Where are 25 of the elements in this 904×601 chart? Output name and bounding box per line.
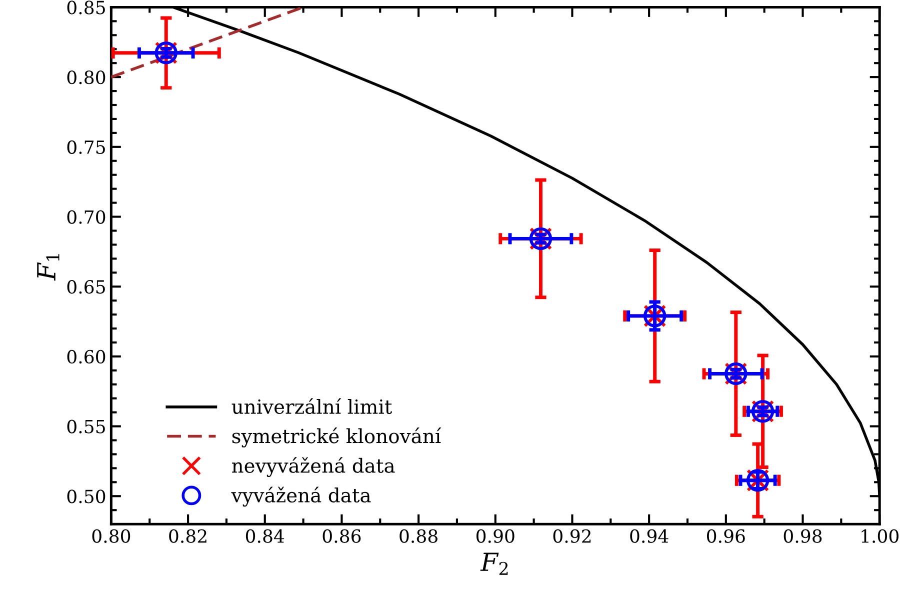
y-tick-label: 0.65 bbox=[67, 280, 105, 294]
y-tick-label: 0.50 bbox=[67, 490, 106, 504]
y-tick-label: 0.55 bbox=[67, 420, 105, 434]
x-tick-label: 1.00 bbox=[862, 529, 898, 543]
x-tick-label: 0.96 bbox=[707, 529, 745, 543]
x-tick-label: 0.88 bbox=[400, 529, 438, 543]
x-tick-label: 0.92 bbox=[553, 529, 591, 543]
x-tick-label: 0.90 bbox=[476, 529, 514, 543]
y-tick-label: 0.75 bbox=[67, 140, 105, 154]
y-axis-title: F$_{1}$ bbox=[37, 254, 60, 281]
legend-label: univerzální limit bbox=[232, 398, 392, 414]
x-tick-label: 0.82 bbox=[169, 529, 206, 543]
y-tick-label: 0.60 bbox=[67, 350, 106, 364]
legend-label: nevyvážená data bbox=[232, 457, 395, 477]
x-axis-title: F$_{2}$ bbox=[480, 552, 508, 575]
legend-label: symetrické klonování bbox=[232, 428, 442, 448]
x-tick-label: 0.86 bbox=[322, 529, 361, 543]
x-tick-label: 0.98 bbox=[784, 529, 822, 543]
x-tick-label: 0.84 bbox=[246, 529, 284, 543]
x-tick-label: 0.94 bbox=[630, 529, 668, 543]
x-tick-label: 0.80 bbox=[92, 529, 130, 543]
y-tick-label: 0.70 bbox=[67, 210, 106, 224]
y-tick-label: 0.80 bbox=[67, 70, 106, 84]
legend-label: vyvážená data bbox=[231, 486, 371, 507]
y-tick-label: 0.85 bbox=[67, 0, 105, 14]
